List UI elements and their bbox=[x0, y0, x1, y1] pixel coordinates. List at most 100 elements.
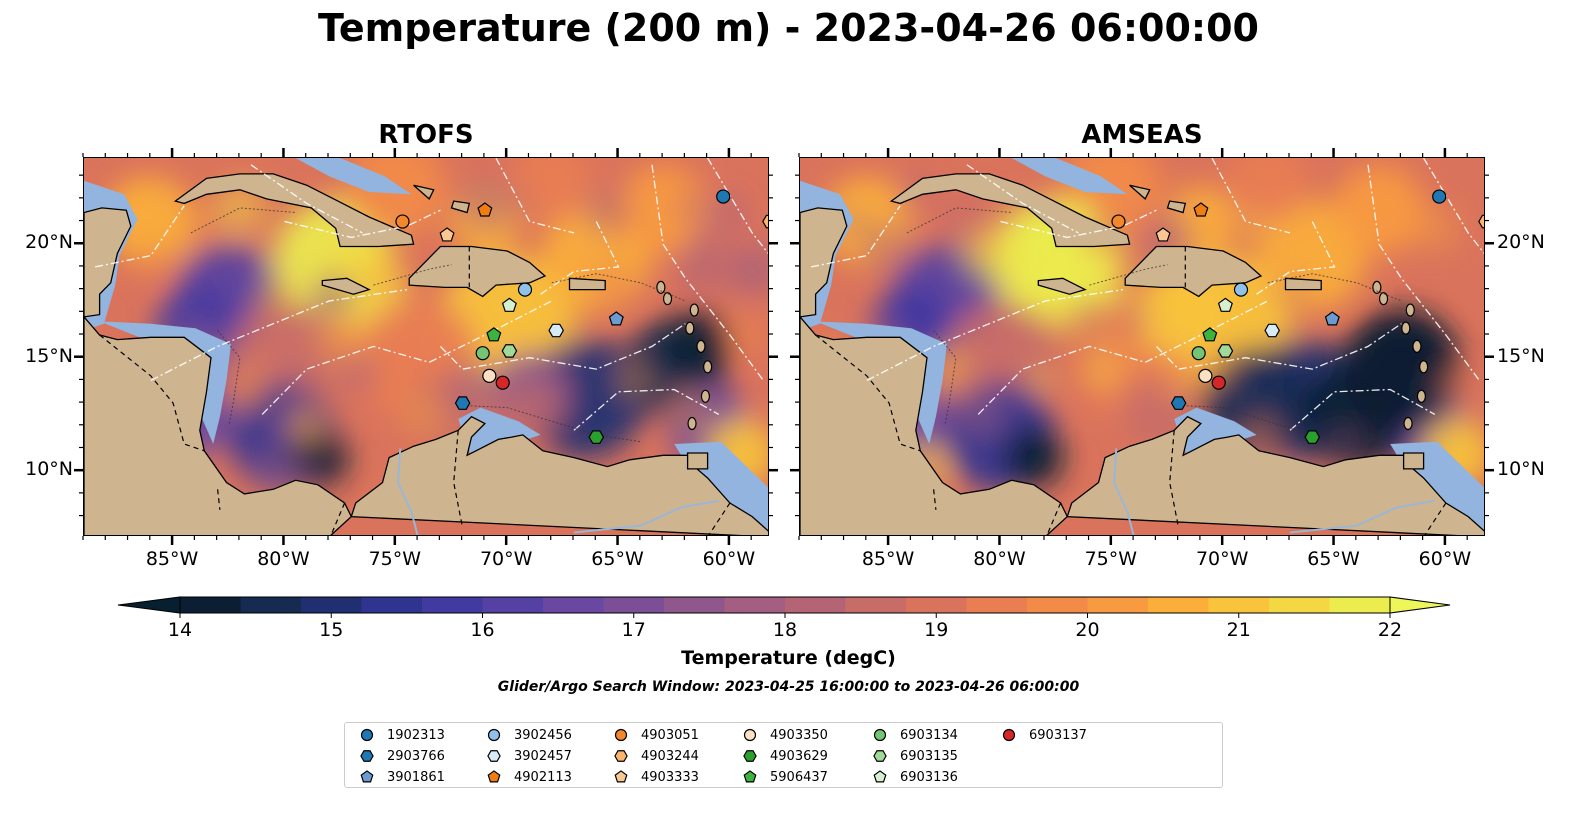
hexagon-marker-icon bbox=[487, 750, 501, 762]
legend-label: 4903629 bbox=[770, 748, 828, 764]
bathymetry-contour bbox=[1089, 264, 1168, 286]
legend-marker bbox=[487, 750, 501, 762]
eez-boundary bbox=[1367, 164, 1480, 381]
eez-boundary bbox=[1256, 221, 1336, 295]
bathymetry-contour bbox=[217, 330, 241, 426]
pentagon-marker-icon bbox=[614, 770, 628, 783]
lesser-antilles-island bbox=[1401, 321, 1411, 335]
lesser-antilles-island bbox=[703, 360, 713, 374]
lesser-antilles-island bbox=[662, 292, 673, 306]
legend-label: 4902113 bbox=[514, 769, 572, 785]
country-border bbox=[708, 502, 731, 535]
trinidad-land bbox=[1402, 452, 1425, 470]
puerto-rico-land bbox=[1284, 277, 1322, 291]
lesser-antilles-island bbox=[687, 416, 697, 431]
colorbar-segment bbox=[301, 597, 362, 613]
lat-tick-label-left: 20°N bbox=[25, 231, 73, 254]
pentagon-marker-icon bbox=[487, 770, 501, 783]
float-marker-4903051 bbox=[1111, 214, 1126, 229]
legend-entry-6903136: 6903136 bbox=[872, 767, 958, 787]
colorbar-segment bbox=[543, 597, 604, 613]
colorbar-segment bbox=[845, 597, 907, 613]
map-panel-amseas bbox=[799, 157, 1485, 536]
float-marker-2903766 bbox=[454, 396, 471, 410]
colorbar-segment bbox=[664, 597, 725, 613]
circle-marker-icon bbox=[614, 728, 628, 742]
colorbar-segment bbox=[906, 597, 967, 613]
lesser-antilles-island bbox=[1412, 339, 1422, 353]
lon-tick-label: 65°W bbox=[1307, 548, 1360, 570]
eez-boundary bbox=[651, 164, 764, 381]
colorbar-segment bbox=[1148, 597, 1209, 613]
colorbar-segment bbox=[1269, 597, 1330, 613]
colorbar bbox=[117, 596, 1451, 618]
bahamas-island-2 bbox=[450, 200, 471, 214]
colorbar-extend-high bbox=[1389, 596, 1451, 614]
country-border bbox=[1046, 502, 1062, 535]
legend-entry-6903134: 6903134 bbox=[872, 725, 958, 745]
puerto-rico-land bbox=[568, 277, 606, 291]
colorbar-tick-label: 20 bbox=[1075, 619, 1100, 641]
legend-marker bbox=[614, 750, 628, 762]
hispaniola-land bbox=[1124, 245, 1263, 298]
south-america-land bbox=[1066, 415, 1484, 535]
lon-tick-label: 85°W bbox=[145, 548, 199, 570]
lon-tick-label: 85°W bbox=[861, 548, 915, 570]
eez-boundary bbox=[284, 209, 441, 239]
colorbar-tick-label: 15 bbox=[319, 619, 344, 641]
lesser-antilles-island bbox=[1403, 416, 1413, 431]
colorbar-tick-label: 21 bbox=[1226, 619, 1251, 641]
colorbar-segment bbox=[240, 597, 302, 613]
float-marker-6903136 bbox=[1217, 297, 1233, 312]
legend-label: 5906437 bbox=[770, 769, 828, 785]
colorbar-segment bbox=[180, 597, 241, 613]
legend-entry-4903244: 4903244 bbox=[613, 746, 699, 766]
eez-boundary bbox=[1211, 158, 1291, 234]
bathymetry-contour bbox=[1267, 273, 1402, 302]
float-marker-6903135 bbox=[501, 344, 518, 358]
legend-entry-4903333: 4903333 bbox=[613, 767, 699, 787]
legend-entry-3902457: 3902457 bbox=[486, 746, 572, 766]
legend-entry-3902456: 3902456 bbox=[486, 725, 572, 745]
trinidad-land bbox=[686, 452, 709, 470]
float-marker-3901861 bbox=[608, 311, 624, 326]
country-border bbox=[933, 489, 937, 510]
lat-tick-label-right: 10°N bbox=[1497, 458, 1545, 481]
country-border bbox=[330, 502, 346, 535]
cuba-land bbox=[173, 173, 415, 248]
search-window-text: Glider/Argo Search Window: 2023-04-25 16… bbox=[497, 679, 1080, 695]
bathymetry-contour bbox=[1178, 404, 1357, 443]
lesser-antilles-island bbox=[1372, 280, 1382, 294]
float-marker-3902456 bbox=[1233, 282, 1249, 297]
legend-entry-4903350: 4903350 bbox=[742, 725, 828, 745]
legend-entry-3901861: 3901861 bbox=[359, 767, 445, 787]
bathymetry-contour bbox=[551, 273, 686, 302]
orinoco-river bbox=[1289, 499, 1435, 534]
colorbar-segment bbox=[422, 597, 483, 613]
float-marker-2903766 bbox=[1170, 396, 1187, 410]
float-marker-5906437 bbox=[1202, 327, 1218, 342]
float-markers bbox=[1111, 189, 1484, 444]
legend-entry-6903137: 6903137 bbox=[1001, 725, 1087, 745]
country-border bbox=[99, 334, 205, 452]
float-marker-4903350 bbox=[1198, 368, 1213, 383]
colorbar-segment bbox=[1087, 597, 1149, 613]
temperature-field bbox=[84, 158, 768, 494]
lon-tick-label: 75°W bbox=[1084, 548, 1138, 570]
float-marker-4903244 bbox=[1478, 214, 1484, 229]
legend-marker bbox=[743, 770, 757, 783]
eez-boundary bbox=[1155, 323, 1402, 370]
colorbar-tick-label: 18 bbox=[772, 619, 798, 641]
lesser-antilles-island bbox=[689, 303, 699, 317]
eez-boundary bbox=[250, 164, 363, 234]
eez-boundary bbox=[94, 205, 185, 268]
bahamas-bank bbox=[295, 158, 412, 195]
eez-boundary bbox=[1423, 158, 1484, 255]
country-border bbox=[453, 430, 464, 529]
lesser-antilles-island bbox=[685, 321, 695, 335]
legend-marker bbox=[487, 770, 501, 783]
country-border bbox=[1169, 430, 1180, 529]
colorbar-extend-low bbox=[117, 596, 181, 614]
legend-marker bbox=[360, 750, 374, 762]
eez-boundary bbox=[810, 205, 901, 268]
